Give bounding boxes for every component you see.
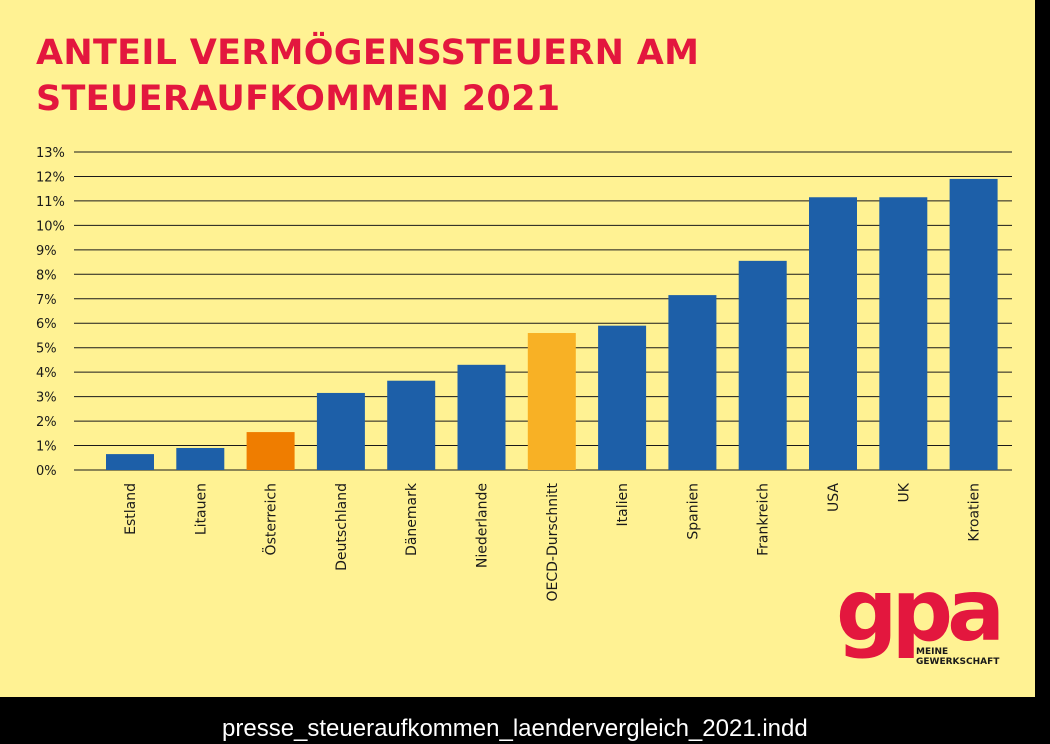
bar: [809, 197, 857, 470]
bar: [527, 333, 576, 470]
gpa-wordmark: gpa: [836, 578, 999, 661]
y-tick-label: 3%: [36, 391, 57, 406]
y-tick-label: 1%: [36, 440, 57, 455]
bar: [598, 325, 647, 470]
logo-tagline-line2: GEWERKSCHAFT: [916, 657, 1000, 667]
y-tick-label: 13%: [36, 146, 65, 161]
chart-title: ANTEIL VERMÖGENSSTEUERN AM STEUERAUFKOMM…: [36, 30, 699, 122]
footer-filename: presse_steueraufkommen_laendervergleich_…: [222, 715, 808, 742]
bar: [246, 432, 295, 470]
x-tick-label: Dänemark: [404, 482, 420, 556]
bar: [176, 447, 225, 470]
chart-title-line2: STEUERAUFKOMMEN 2021: [36, 79, 561, 119]
y-tick-label: 0%: [36, 464, 57, 479]
x-tick-label: Niederlande: [475, 483, 491, 568]
x-tick-label: USA: [826, 483, 842, 512]
x-tick-label: Frankreich: [756, 483, 772, 556]
y-tick-label: 11%: [36, 195, 65, 210]
y-tick-label: 5%: [36, 342, 57, 357]
x-tick-label: Litauen: [193, 483, 209, 535]
y-tick-label: 8%: [36, 268, 57, 283]
x-tick-label: Deutschland: [334, 483, 350, 571]
x-tick-label: Italien: [615, 483, 631, 526]
logo-tagline-line1: MEINE: [916, 647, 949, 657]
y-tick-label: 2%: [36, 415, 57, 430]
bar-chart: 0% 1% 2% 3% 4% 5% 6% 7% 8% 9% 10% 11% 12% 13% Estland L…: [36, 146, 1012, 602]
y-tick-label: 7%: [36, 293, 57, 308]
bar: [106, 454, 154, 470]
x-tick-label: UK: [896, 482, 912, 502]
gpa-logo: gpa: [836, 578, 1005, 661]
y-tick-label: 9%: [36, 244, 57, 259]
x-tick-label: Österreich: [262, 483, 280, 555]
chart-panel: [0, 0, 1035, 697]
y-tick-label: 12%: [36, 170, 65, 185]
x-tick-label: Estland: [123, 483, 139, 535]
bar: [387, 380, 436, 470]
chart-title-line1: ANTEIL VERMÖGENSSTEUERN AM: [36, 33, 700, 73]
bar: [668, 295, 717, 470]
bar: [949, 178, 998, 470]
bar: [879, 197, 928, 470]
x-tick-label: OECD-Durschnitt: [545, 483, 561, 602]
y-tick-label: 4%: [36, 366, 57, 381]
x-tick-label: Spanien: [685, 483, 701, 540]
x-tick-label: Kroatien: [967, 483, 983, 542]
y-tick-label: 6%: [36, 317, 57, 332]
bar: [738, 260, 787, 470]
bar: [457, 364, 506, 470]
bar: [316, 392, 365, 470]
logo-tagline: MEINE GEWERKSCHAFT: [916, 647, 999, 667]
y-tick-label: 10%: [36, 219, 65, 234]
